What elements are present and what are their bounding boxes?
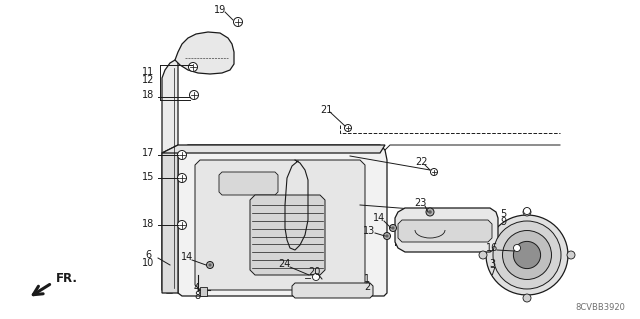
Circle shape [426,208,434,216]
Circle shape [390,225,397,232]
Circle shape [177,174,186,182]
Polygon shape [162,145,385,153]
Text: 18: 18 [142,219,154,229]
Circle shape [513,244,520,251]
Text: 14: 14 [373,213,385,223]
Circle shape [234,18,243,26]
Circle shape [209,263,212,267]
Text: 20: 20 [308,267,320,277]
Polygon shape [292,283,373,298]
Circle shape [493,221,561,289]
Polygon shape [219,172,278,195]
Circle shape [177,220,186,229]
Text: 1: 1 [364,274,370,284]
Polygon shape [175,32,234,74]
Text: 6: 6 [145,250,151,260]
Circle shape [177,151,186,160]
Text: 2: 2 [364,282,370,292]
Circle shape [207,262,214,269]
Polygon shape [200,287,207,296]
Text: 13: 13 [363,226,375,236]
Text: 22: 22 [415,157,428,167]
Circle shape [523,294,531,302]
Circle shape [312,273,319,280]
Circle shape [189,91,198,100]
Circle shape [431,168,438,175]
Text: 15: 15 [142,172,154,182]
Circle shape [524,207,531,214]
Circle shape [567,251,575,259]
Circle shape [479,251,487,259]
Text: 24: 24 [278,259,290,269]
Text: 11: 11 [142,67,154,77]
Text: 10: 10 [142,258,154,268]
Circle shape [383,233,390,240]
Circle shape [523,208,531,216]
Polygon shape [486,215,568,295]
Circle shape [189,63,198,71]
Text: 12: 12 [142,75,154,85]
Text: 19: 19 [214,5,226,15]
Polygon shape [162,58,178,293]
Circle shape [513,241,541,269]
Text: 16: 16 [486,243,498,253]
Text: 14: 14 [181,252,193,262]
Text: 23: 23 [414,198,426,208]
Text: 7: 7 [489,267,495,277]
Text: 3: 3 [489,259,495,269]
Polygon shape [398,220,492,242]
Text: 9: 9 [500,217,506,227]
Circle shape [385,234,388,238]
Circle shape [428,210,432,214]
Polygon shape [195,160,365,290]
Circle shape [392,226,395,230]
Text: 17: 17 [142,148,154,158]
Text: 8: 8 [194,291,200,301]
Polygon shape [178,145,387,296]
Text: 5: 5 [500,209,506,219]
Text: 4: 4 [194,283,200,293]
Text: 18: 18 [142,90,154,100]
Polygon shape [250,195,325,275]
Text: FR.: FR. [56,272,78,286]
Polygon shape [162,145,178,293]
Polygon shape [395,208,498,252]
Text: 8CVBB3920: 8CVBB3920 [575,303,625,312]
Circle shape [502,231,552,279]
Text: 21: 21 [320,105,332,115]
Circle shape [344,124,351,131]
